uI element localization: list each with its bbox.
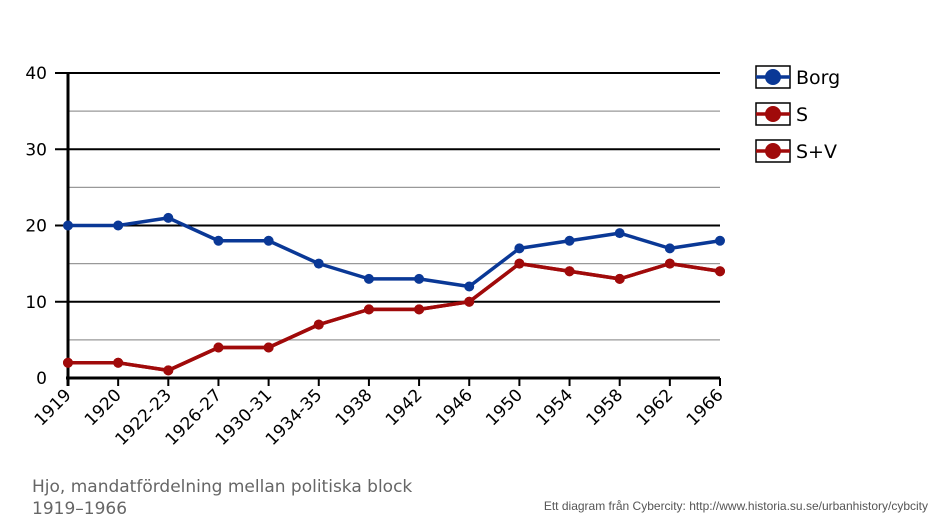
y-tick-label: 0: [36, 369, 47, 389]
chart-caption: Hjo, mandatfördelning mellan politiska b…: [32, 477, 413, 519]
data-point: [664, 258, 675, 269]
data-point: [564, 235, 575, 246]
series-2: [63, 258, 725, 376]
series-0: [63, 212, 725, 292]
x-tick-label: 1946: [432, 385, 477, 430]
series-line: [68, 261, 721, 373]
legend: Borg S S+V: [755, 65, 840, 163]
legend-label: S+V: [796, 141, 837, 163]
x-tick-label: 1942: [382, 385, 427, 430]
series-line: [68, 216, 721, 289]
data-point: [363, 304, 374, 315]
legend-item: S: [755, 102, 808, 126]
grid: [55, 72, 720, 341]
y-tick-label: 30: [25, 140, 47, 160]
data-point: [715, 235, 725, 246]
legend-item: S+V: [755, 139, 837, 163]
data-point: [313, 258, 324, 269]
series-group: [63, 212, 725, 376]
data-point: [564, 266, 575, 277]
data-point: [113, 357, 124, 368]
data-point: [715, 266, 725, 277]
data-point: [263, 342, 274, 353]
data-point: [63, 220, 73, 231]
legend-label: S: [796, 104, 808, 126]
data-point: [263, 235, 274, 246]
data-point: [464, 281, 475, 292]
data-point: [213, 235, 224, 246]
data-point: [614, 273, 625, 284]
data-point: [163, 212, 174, 223]
legend-swatch-marker: [765, 69, 781, 85]
data-point: [313, 319, 324, 330]
data-point: [514, 258, 525, 269]
x-tick-label: 1919: [31, 385, 76, 430]
legend-swatch-marker: [765, 143, 781, 159]
data-point: [113, 220, 124, 231]
data-point: [664, 243, 675, 254]
x-tick-label: 1950: [482, 385, 527, 430]
y-tick-label: 40: [25, 64, 47, 84]
legend-item: Borg: [755, 65, 840, 89]
y-tick-label: 20: [25, 217, 47, 237]
data-point: [514, 243, 525, 254]
x-tick-label: 1938: [332, 385, 377, 430]
x-tick-label: 1954: [532, 385, 577, 430]
x-tick-label: 1966: [683, 385, 728, 430]
x-tick-label: 1962: [633, 385, 678, 430]
credit-text: Ett diagram från Cybercity: http://www.h…: [543, 499, 928, 513]
legend-label: Borg: [796, 67, 840, 89]
legend-swatch-marker: [765, 106, 781, 122]
y-tick-labels: 0 10 20 30 40: [25, 64, 47, 389]
data-point: [464, 296, 475, 307]
x-tick-label: 1920: [81, 385, 126, 430]
data-point: [363, 273, 374, 284]
data-point: [414, 273, 425, 284]
x-tick-label: 1958: [582, 385, 627, 430]
data-point: [213, 342, 224, 353]
data-point: [163, 365, 174, 376]
y-tick-label: 10: [25, 293, 47, 313]
data-point: [63, 357, 73, 368]
data-point: [414, 304, 425, 315]
data-point: [614, 228, 625, 239]
